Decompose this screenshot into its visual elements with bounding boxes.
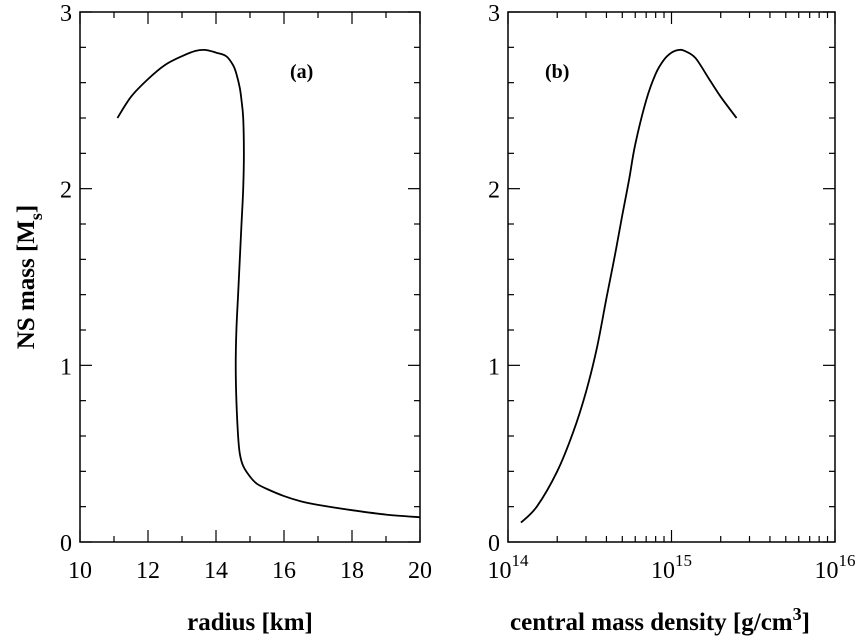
panel-a-x-tick-label: 10 <box>68 558 92 584</box>
panel-b-x-tick-label: 1015 <box>651 551 692 584</box>
panel-a-x-tick-label: 20 <box>408 558 432 584</box>
panel-a-frame <box>79 11 421 543</box>
panel-a-series-line <box>116 48 421 519</box>
panel-a-x-axis-title: radius [km] <box>187 609 313 636</box>
panel-b-series-line <box>520 48 738 524</box>
panel-a-curve-group <box>116 48 421 519</box>
panel-b-curve-group <box>520 48 738 524</box>
panel-a-y-tick-label: 3 <box>60 1 72 27</box>
panel-a-y-tick-label: 0 <box>60 531 72 557</box>
panel-b-label: (b) <box>545 61 569 83</box>
panel-b-y-tick-label: 2 <box>488 178 500 204</box>
panel-b-x-tick-label: 1014 <box>488 551 530 584</box>
panel-a-label: (a) <box>290 61 313 83</box>
panel-a-x-tick-label: 16 <box>272 558 296 584</box>
panel-a-x-tick-label: 18 <box>340 558 364 584</box>
panel-a-y-tick-label: 1 <box>60 354 72 380</box>
panel-b-y-tick-label: 3 <box>488 1 500 27</box>
panel-b-frame <box>507 11 836 543</box>
panel-a-x-tick-label: 14 <box>204 558 228 584</box>
panel-a-y-axis-title: NS mass [Ms] <box>13 205 46 350</box>
panel-a-x-tick-label: 12 <box>136 558 160 584</box>
panel-b-x-axis-title: central mass density [g/cm3] <box>510 604 810 636</box>
panel-b-x-tick-label: 1016 <box>815 551 856 584</box>
panel-a-y-tick-label: 2 <box>60 178 72 204</box>
panel-b-ticks: 0 1 2 3 1014 1015 1016 <box>488 1 856 584</box>
panel-b-y-tick-label: 1 <box>488 354 500 380</box>
panel-b: 0 1 2 3 1014 1015 1016 (b) central mass densit… <box>488 1 856 636</box>
panel-b-y-tick-label: 0 <box>488 531 500 557</box>
